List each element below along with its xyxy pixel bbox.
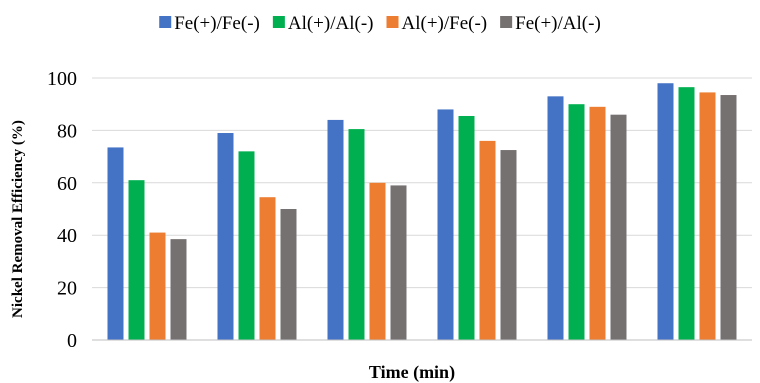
y-axis-label: Nickel Removal Efficiency (%) [10, 120, 26, 318]
bar [327, 119, 344, 340]
bar [500, 150, 517, 340]
y-axis-ticks: 0 20 40 60 80 100 [47, 68, 77, 352]
bar [589, 106, 606, 340]
y-tick-label: 60 [57, 173, 77, 195]
legend-label: Fe(+)/Fe(-) [174, 13, 260, 34]
bar [390, 185, 407, 340]
bar [149, 232, 166, 340]
bar [369, 182, 386, 340]
y-tick-label: 100 [47, 68, 77, 90]
y-tick-label: 40 [57, 225, 77, 247]
bar [458, 115, 475, 341]
y-tick-label: 20 [57, 278, 77, 300]
bar [259, 197, 276, 340]
bar [479, 140, 496, 340]
bars [107, 83, 737, 341]
y-tick-label: 80 [57, 120, 77, 142]
bar [437, 109, 454, 340]
bar [657, 83, 674, 341]
y-tick-label: 0 [67, 330, 77, 352]
x-axis-label: Time (min) [369, 362, 455, 383]
gridlines [92, 77, 752, 289]
legend-swatch [159, 16, 172, 28]
bar [238, 151, 255, 340]
bar [610, 114, 627, 341]
bar [678, 87, 695, 340]
legend-swatch [386, 16, 399, 28]
bar [699, 92, 716, 340]
bar [107, 147, 124, 340]
legend-item: Fe(+)/Al(-) [500, 13, 601, 34]
bar [217, 133, 234, 340]
bar [348, 129, 365, 340]
legend-item: Fe(+)/Fe(-) [159, 13, 260, 34]
legend-label: Al(+)/Fe(-) [402, 13, 488, 34]
legend-label: Fe(+)/Al(-) [515, 13, 601, 34]
legend-swatch [272, 16, 285, 28]
bar [170, 239, 187, 340]
bar [128, 180, 145, 340]
legend-swatch [500, 16, 513, 28]
legend-label: Al(+)/Al(-) [288, 13, 374, 34]
bar [547, 96, 564, 340]
legend-item: Al(+)/Fe(-) [386, 13, 488, 34]
bar [720, 95, 737, 340]
bar [280, 209, 297, 340]
bar [568, 104, 585, 340]
legend-item: Al(+)/Al(-) [272, 13, 374, 34]
legend: Fe(+)/Fe(-) Al(+)/Al(-) Al(+)/Fe(-) Fe(+)/A… [159, 13, 601, 34]
